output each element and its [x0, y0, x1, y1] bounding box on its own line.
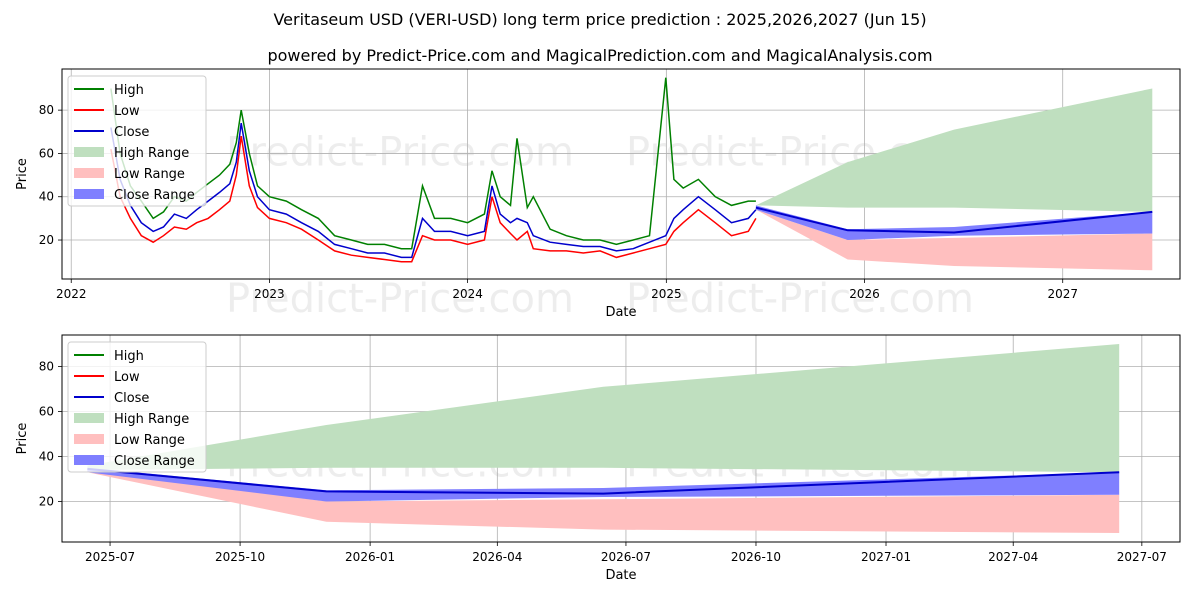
low-range-band: [755, 209, 1153, 271]
legend-label: Close: [114, 125, 149, 140]
high-range-band: [87, 344, 1120, 473]
plot-frame: [61, 334, 1181, 543]
high-range-band: [755, 88, 1153, 212]
legend-label: Close Range: [114, 454, 195, 469]
legend: High Low Close High Range Low Range Close Ran…: [67, 341, 207, 473]
close-range-band: [87, 467, 1120, 502]
legend-swatch: [74, 189, 104, 199]
x-tick-label: 2025-10: [215, 550, 265, 564]
y-tick-label: 40: [39, 190, 54, 204]
legend-label: High Range: [114, 412, 189, 427]
chart-title: Veritaseum USD (VERI-USD) long term pric…: [273, 10, 927, 29]
y-tick-label: 20: [39, 233, 54, 247]
legend-label: Low: [114, 104, 140, 119]
y-tick-label: 80: [39, 360, 54, 374]
legend-label: High: [114, 83, 144, 98]
low-range-band: [87, 470, 1120, 533]
y-tick-label: 40: [39, 450, 54, 464]
close-forecast-line: [755, 206, 1153, 234]
legend-swatch: [74, 168, 104, 178]
y-tick-label: 80: [39, 103, 54, 117]
x-axis-label: Date: [605, 305, 636, 320]
legend-label: High Range: [114, 146, 189, 161]
y-axis-label: Price: [15, 158, 30, 190]
plot-frame: [61, 68, 1181, 280]
x-tick-label: 2026: [849, 287, 880, 301]
plot-overview: Predict-Price.com Predict-Price.comPredic…: [15, 68, 1181, 322]
x-tick-label: 2026-10: [731, 550, 781, 564]
y-axis-label: Price: [15, 423, 30, 455]
x-axis-label: Date: [605, 568, 636, 583]
y-tick-label: 60: [39, 146, 54, 160]
plot-forecast-detail: Predict-Price.comPredict-Price.com2025-0…: [15, 334, 1181, 583]
x-tick-label: 2022: [56, 287, 87, 301]
legend: High Low Close High Range Low Range Close Ran…: [67, 75, 207, 207]
x-tick-label: 2027-01: [861, 550, 911, 564]
legend-swatch: [74, 455, 104, 465]
x-tick-label: 2024: [452, 287, 483, 301]
legend-swatch: [74, 147, 104, 157]
x-tick-label: 2026-01: [345, 550, 395, 564]
legend-label: Close Range: [114, 188, 195, 203]
watermark-text: Predict-Price.com: [626, 276, 974, 322]
chart-subtitle: powered by Predict-Price.com and Magical…: [267, 46, 933, 65]
x-tick-label: 2023: [254, 287, 285, 301]
x-tick-label: 2026-07: [601, 550, 651, 564]
legend-label: High: [114, 349, 144, 364]
legend-label: Low Range: [114, 167, 185, 182]
legend-swatch: [74, 434, 104, 444]
legend-swatch: [74, 413, 104, 423]
legend-label: Low: [114, 370, 140, 385]
y-tick-label: 60: [39, 405, 54, 419]
watermark-text: Predict-Price.com: [226, 276, 574, 322]
x-tick-label: 2027-07: [1117, 550, 1167, 564]
x-tick-label: 2026-04: [472, 550, 522, 564]
x-tick-label: 2025-07: [85, 550, 135, 564]
legend-label: Low Range: [114, 433, 185, 448]
close-forecast-line: [87, 467, 1120, 495]
y-tick-label: 20: [39, 495, 54, 509]
x-tick-label: 2025: [651, 287, 682, 301]
low-series-line: [110, 135, 757, 263]
legend-label: Close: [114, 391, 149, 406]
x-tick-label: 2027: [1047, 287, 1078, 301]
x-tick-label: 2027-04: [988, 550, 1038, 564]
